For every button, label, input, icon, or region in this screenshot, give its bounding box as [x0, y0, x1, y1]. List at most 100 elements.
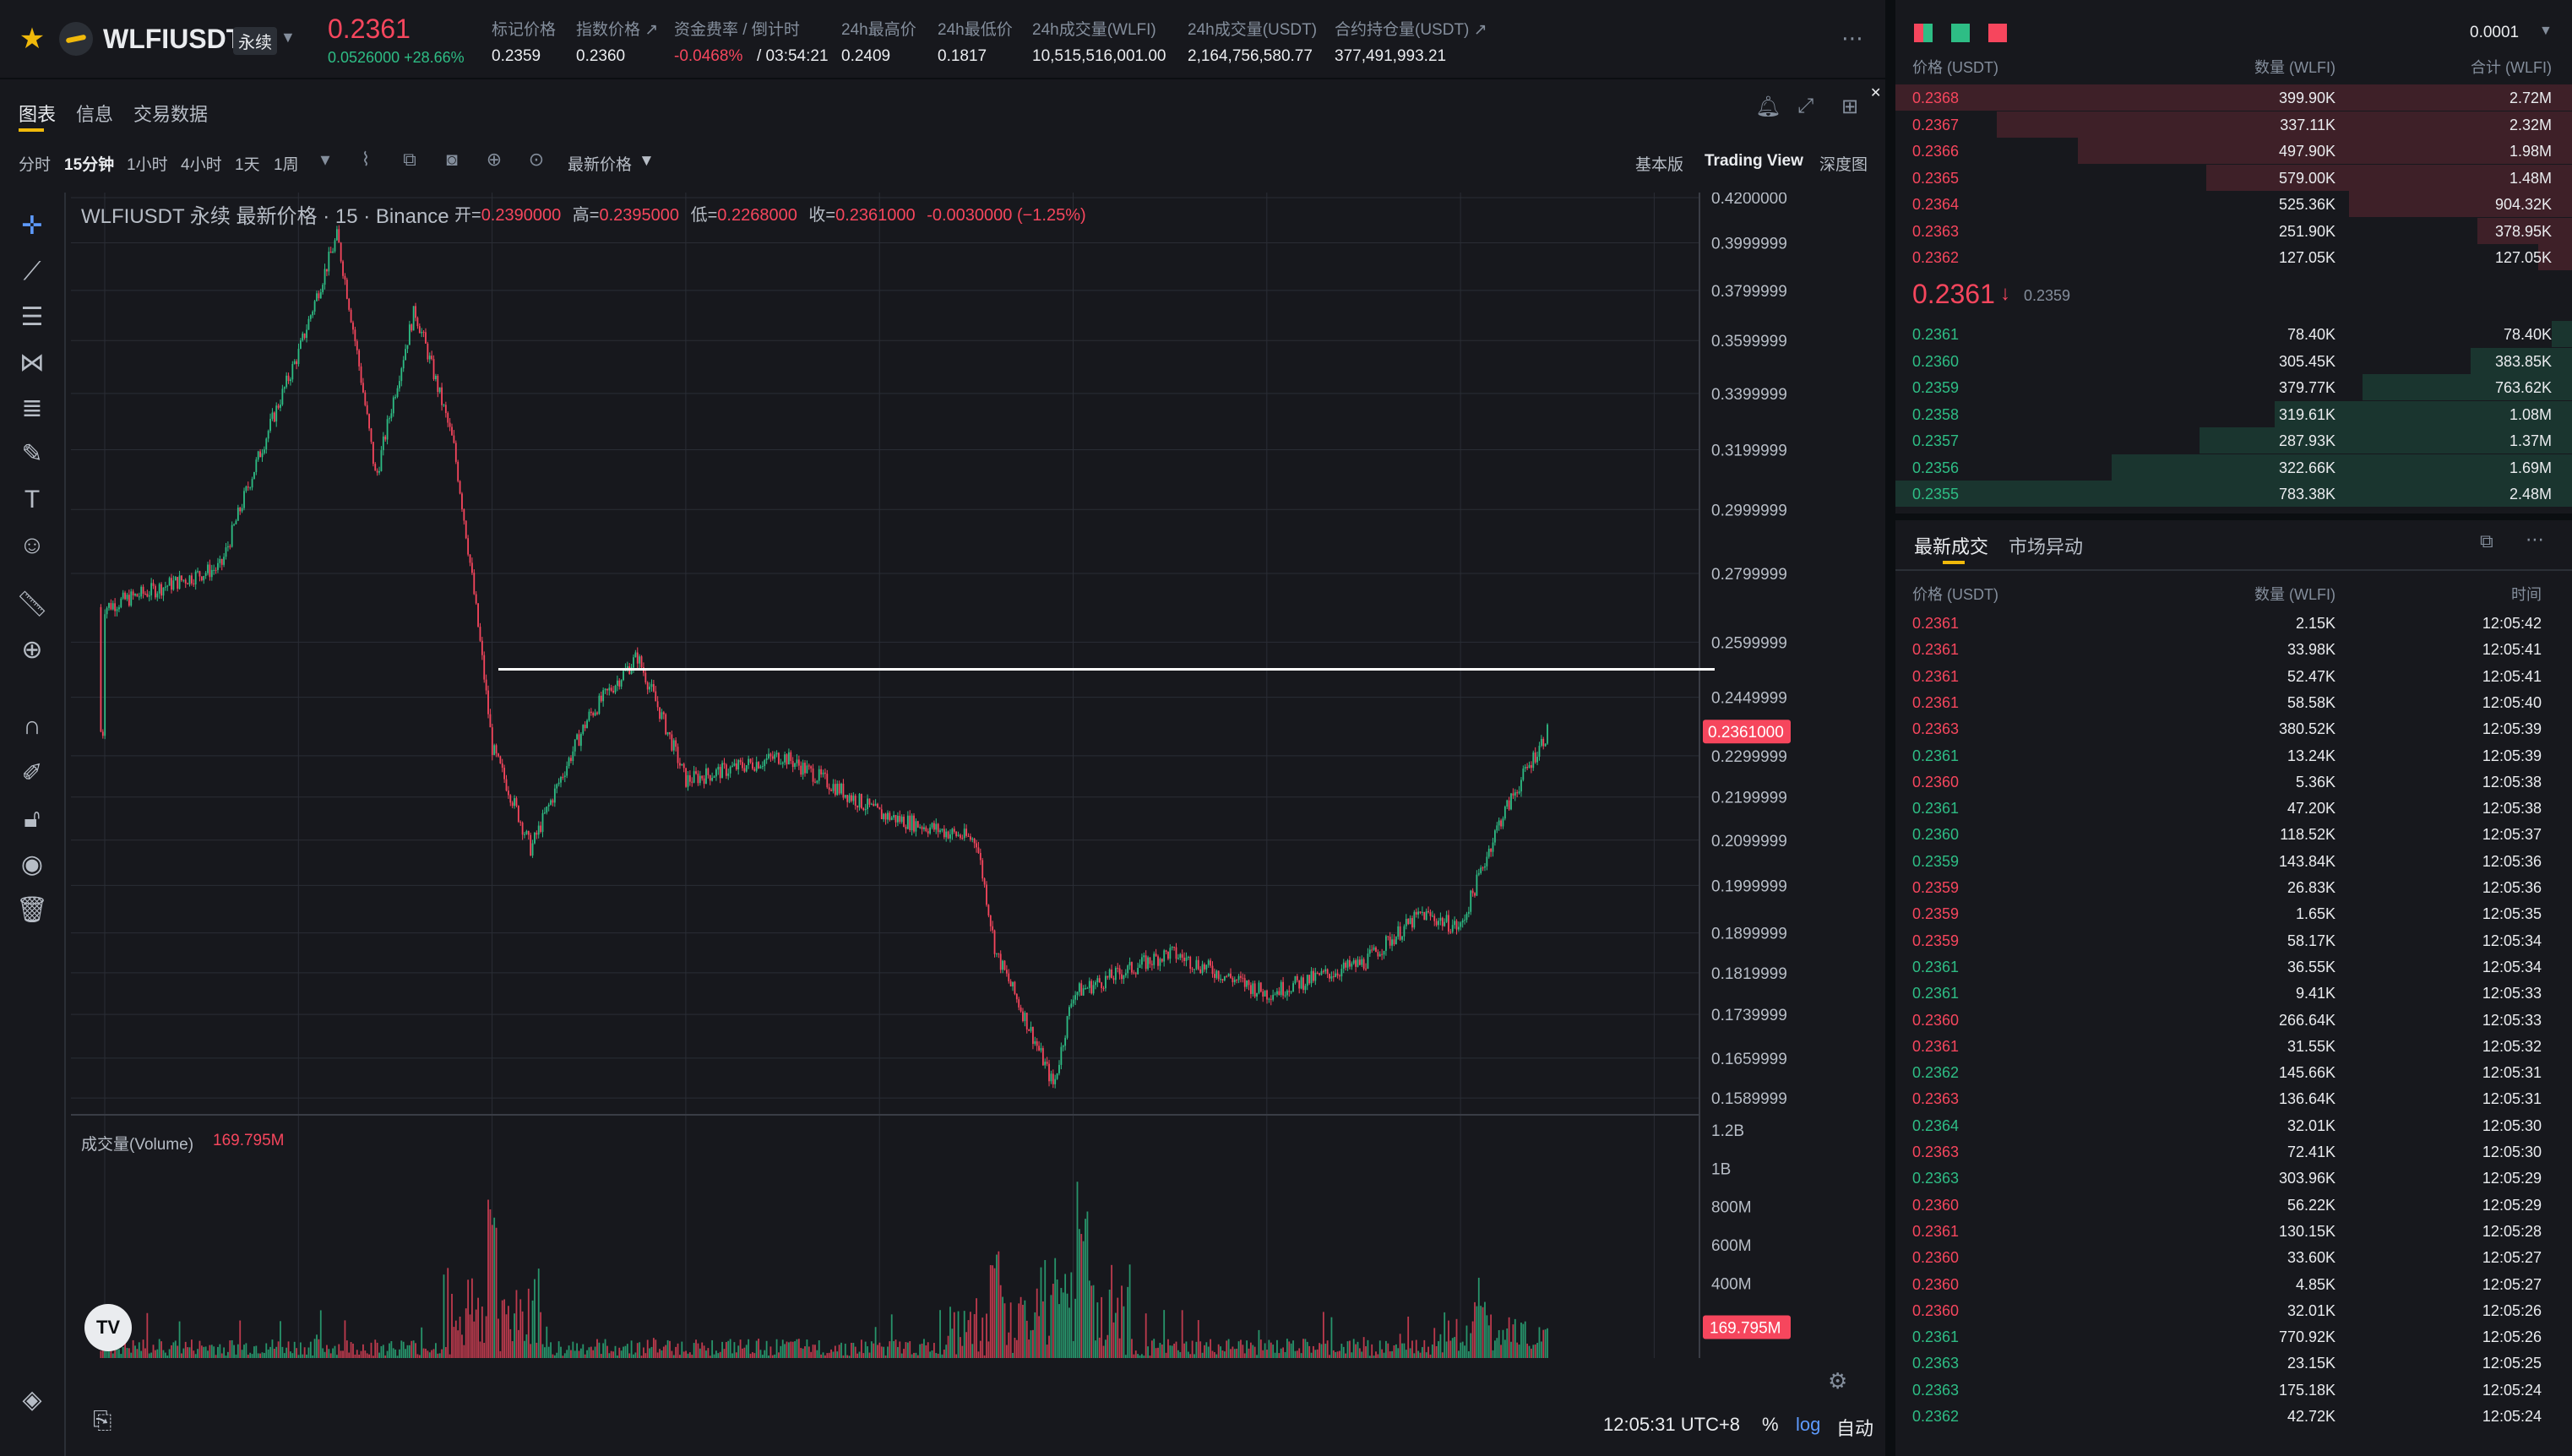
layout-grid-icon[interactable]: ⊞: [1841, 95, 1859, 118]
candle-body: [1433, 915, 1436, 921]
emoji-icon[interactable]: ☺: [19, 531, 46, 559]
timeframe-dropdown-icon[interactable]: ▾: [320, 149, 330, 170]
volume-bar: [1355, 1344, 1357, 1358]
bid-row[interactable]: 0.2361 78.40K 78.40K: [1895, 321, 2572, 347]
date-range-icon[interactable]: ⎘: [93, 1407, 112, 1433]
percent-toggle[interactable]: %: [1762, 1414, 1779, 1435]
camera-icon[interactable]: ◙: [446, 149, 458, 170]
symbol-name[interactable]: WLFIUSDT: [103, 24, 243, 54]
volume-bar: [1137, 1354, 1139, 1358]
pattern-icon[interactable]: ⋈: [19, 349, 45, 377]
tab-market-movers[interactable]: 市场异动: [2009, 536, 2084, 557]
text-icon[interactable]: T: [24, 486, 41, 513]
timeframe-1w[interactable]: 1周: [274, 156, 299, 174]
price-type-dropdown-icon[interactable]: ▼: [639, 152, 655, 170]
volume-bar: [306, 1354, 307, 1358]
bid-row[interactable]: 0.2360 305.45K 383.85K: [1895, 347, 2572, 374]
ask-row[interactable]: 0.2363 251.90K 378.95K: [1895, 217, 2572, 244]
bid-row[interactable]: 0.2355 783.38K 2.48M: [1895, 481, 2572, 507]
horizontal-lines-icon[interactable]: ☰: [20, 303, 44, 331]
fib-icon[interactable]: ≣: [21, 394, 43, 422]
log-toggle[interactable]: log: [1796, 1414, 1821, 1435]
indicator-icon[interactable]: ⌇: [361, 149, 371, 170]
ruler-icon[interactable]: 📏︎: [15, 590, 49, 618]
volume-bar: [1319, 1343, 1320, 1358]
candle-type-icon[interactable]: ⧉: [403, 149, 416, 170]
precision-select[interactable]: 0.0001: [2470, 24, 2520, 41]
unlock-icon[interactable]: 🔓︎: [24, 805, 41, 833]
add-icon[interactable]: ⊕: [486, 149, 503, 170]
candle-body: [590, 711, 592, 714]
candle-body: [586, 720, 588, 729]
book-both-icon[interactable]: [1914, 24, 1933, 42]
ask-qty: 251.90K: [2278, 222, 2335, 240]
candle-body: [856, 806, 859, 808]
symbol-dropdown-icon[interactable]: ▼: [280, 29, 296, 46]
popout-icon[interactable]: ⧉: [2480, 530, 2493, 551]
book-asks-icon[interactable]: [1988, 24, 2007, 42]
ask-row[interactable]: 0.2368 399.90K 2.72M: [1895, 84, 2572, 111]
volume-bar: [1326, 1340, 1329, 1358]
ask-row[interactable]: 0.2366 497.90K 1.98M: [1895, 138, 2572, 164]
eye-icon[interactable]: ◉: [20, 850, 44, 878]
timeframe-1h[interactable]: 1小时: [127, 156, 168, 174]
volume-bar: [993, 1268, 996, 1358]
candle-body: [711, 778, 714, 781]
stat-label[interactable]: 指数价格 ↗: [576, 21, 659, 39]
timeframe-15m[interactable]: 15分钟: [64, 156, 115, 174]
ask-row[interactable]: 0.2367 337.11K 2.32M: [1895, 111, 2572, 138]
ask-row[interactable]: 0.2364 525.36K 904.32K: [1895, 191, 2572, 217]
tab-latest-trades[interactable]: 最新成交: [1914, 536, 1989, 557]
bell-icon[interactable]: 🔔︎: [1755, 95, 1781, 118]
trendline-icon[interactable]: ⟋: [23, 258, 41, 285]
timeframe-4h[interactable]: 4小时: [181, 156, 222, 174]
layers-icon[interactable]: ◈: [22, 1386, 42, 1414]
tab-chart[interactable]: 图表: [19, 104, 57, 125]
candle-body: [923, 827, 925, 829]
bid-row[interactable]: 0.2358 319.61K 1.08M: [1895, 400, 2572, 427]
brush-icon[interactable]: ✎: [21, 440, 43, 468]
bid-qty: 379.77K: [2278, 379, 2335, 396]
tab-info[interactable]: 信息: [76, 104, 114, 125]
trade-qty: 770.92K: [2278, 1328, 2335, 1346]
crosshair-icon[interactable]: ✛: [21, 212, 43, 240]
candle-body: [977, 847, 980, 853]
expand-icon[interactable]: ⤢: [1797, 95, 1814, 117]
view-depth[interactable]: 深度图: [1819, 156, 1868, 174]
magnet-icon[interactable]: ∩: [23, 712, 41, 740]
trash-icon[interactable]: 🗑︎: [15, 896, 49, 924]
view-basic[interactable]: 基本版: [1635, 156, 1684, 174]
candle-body: [1405, 918, 1407, 926]
ask-row[interactable]: 0.2365 579.00K 1.48M: [1895, 164, 2572, 191]
tab-trading-data[interactable]: 交易数据: [133, 104, 209, 125]
book-bids-icon[interactable]: [1951, 24, 1970, 42]
more-icon[interactable]: ⋯: [2526, 529, 2544, 550]
candle-body: [334, 240, 336, 252]
stat-value: 377,491,993.21: [1335, 47, 1447, 65]
timeframe-1d[interactable]: 1天: [235, 156, 260, 174]
candle-body: [231, 524, 233, 547]
bid-row[interactable]: 0.2356 322.66K 1.69M: [1895, 454, 2572, 481]
stat-label[interactable]: 合约持仓量(USDT) ↗: [1335, 21, 1487, 39]
close-icon[interactable]: ✕: [1870, 86, 1882, 101]
favorite-star-icon[interactable]: ★: [19, 23, 46, 55]
settings-icon[interactable]: ⊙: [528, 149, 545, 170]
tradingview-logo-icon[interactable]: TV: [84, 1304, 132, 1351]
ask-row[interactable]: 0.2362 127.05K 127.05K: [1895, 244, 2572, 270]
volume-bar: [905, 1342, 907, 1358]
candle-body: [1207, 960, 1210, 965]
auto-toggle[interactable]: 自动: [1836, 1418, 1874, 1439]
more-icon[interactable]: ⋯: [1841, 25, 1863, 51]
timeframe-line[interactable]: 分时: [19, 156, 52, 174]
precision-dropdown-icon[interactable]: ▼: [2539, 24, 2553, 38]
view-tradingview[interactable]: Trading View: [1705, 152, 1803, 170]
bid-row[interactable]: 0.2357 287.93K 1.37M: [1895, 427, 2572, 454]
zoom-in-icon[interactable]: ⊕: [21, 636, 43, 664]
candle-body: [636, 652, 639, 664]
price-type-select[interactable]: 最新价格: [568, 156, 633, 174]
candle-body: [768, 753, 769, 758]
price-chart[interactable]: 0.42000000.39999990.37999990.35999990.33…: [71, 193, 1794, 1358]
lock-pencil-icon[interactable]: ✐: [21, 759, 43, 787]
axis-settings-icon[interactable]: ⚙︎: [1828, 1368, 1848, 1394]
bid-row[interactable]: 0.2359 379.77K 763.62K: [1895, 374, 2572, 400]
